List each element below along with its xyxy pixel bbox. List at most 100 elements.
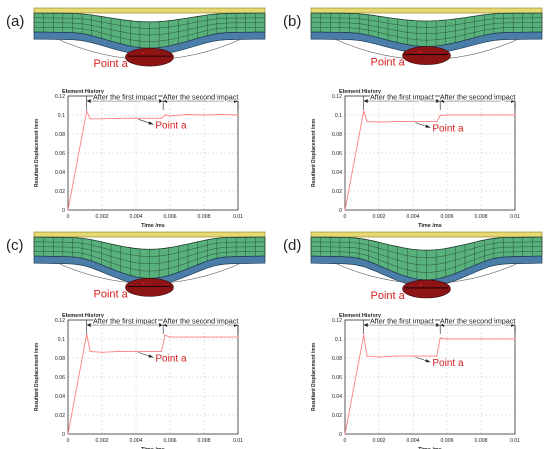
y-tick-label: 0.04 [55, 394, 65, 400]
displacement-curve [344, 335, 515, 435]
x-tick-label: 0.002 [373, 214, 386, 220]
data-point [463, 114, 465, 116]
top-strip [310, 231, 543, 238]
data-point [395, 355, 397, 357]
x-tick-label: 0.01 [233, 438, 243, 444]
point-a-marker [142, 282, 145, 285]
chart-title: Element History [62, 313, 105, 319]
x-tick-label: 0.006 [164, 438, 177, 444]
data-point [220, 113, 222, 116]
data-point [480, 114, 482, 116]
data-point [160, 117, 163, 120]
y-tick-label: 0.1 [58, 337, 65, 343]
data-point [101, 118, 103, 120]
data-point [436, 355, 438, 357]
x-tick-label: 0.008 [475, 214, 488, 220]
y-tick-label: 0.1 [335, 113, 342, 119]
fe-mesh-illustration: Point a [33, 231, 266, 300]
data-point [378, 121, 380, 123]
phase-second-label: After the second impact [163, 93, 239, 102]
data-point [363, 334, 365, 336]
data-point [169, 336, 171, 338]
x-tick-label: 0 [67, 214, 70, 220]
y-tick-label: 0.12 [332, 94, 342, 100]
panel-b: (b) Point a 0 0.002 0.004 0.006 0.008 0.01 0 0.02… [283, 7, 543, 229]
data-point [237, 336, 239, 338]
second-impact-arrow-head [440, 323, 445, 327]
data-point [366, 120, 368, 123]
second-impact-arrow-head [440, 99, 445, 103]
curve-point-a-label: Point a [155, 120, 187, 131]
mesh-line [33, 246, 266, 265]
element-history-chart: 0 0.002 0.004 0.006 0.008 0.01 0 0.02 0.04 0.06 0.… [34, 89, 243, 229]
y-tick-label: 0 [62, 208, 65, 214]
y-axis-label: Resultant Displacement /mm [311, 342, 317, 411]
data-point [237, 114, 239, 116]
y-tick-label: 0.1 [335, 337, 342, 343]
y-tick-label: 0.06 [55, 375, 65, 381]
phase-second-label: After the second impact [440, 317, 516, 326]
y-tick-label: 0.02 [332, 189, 342, 195]
data-point [118, 117, 120, 120]
base-plate [33, 31, 266, 56]
impactor [125, 47, 174, 67]
plot-frame [67, 319, 239, 435]
x-axis-label: Time /ms [418, 447, 442, 449]
x-axis-label: Time /ms [418, 223, 442, 229]
data-point [363, 110, 365, 112]
curve-point-a-label: Point a [432, 358, 464, 369]
first-impact-arrow-head [363, 323, 368, 327]
base-plate [310, 31, 543, 54]
base-plate [310, 255, 543, 288]
mesh-line [34, 251, 265, 272]
x-tick-label: 0 [67, 438, 70, 444]
point-a-label: Point a [94, 288, 129, 300]
y-tick-label: 0.04 [55, 170, 65, 176]
y-axis-label: Resultant Displacement /mm [311, 118, 317, 187]
second-impact-arrow-head [234, 99, 238, 103]
panel-a: (a) Point a 0 0.002 0.004 0.006 0.008 0.01 0 0.02… [6, 7, 266, 229]
data-point [89, 118, 91, 120]
x-tick-label: 0.006 [441, 438, 454, 444]
data-point [412, 355, 414, 357]
data-point [203, 336, 205, 338]
plot-frame [67, 95, 239, 211]
data-point [164, 334, 166, 336]
y-tick-label: 0.08 [332, 132, 342, 138]
chart-title: Element History [339, 89, 382, 95]
y-tick-label: 0.12 [55, 318, 65, 324]
point-a-label: Point a [371, 290, 406, 302]
fe-mesh-illustration: Point a [310, 7, 543, 69]
y-tick-label: 0 [62, 432, 65, 438]
data-point [514, 338, 516, 340]
displacement-curve [344, 111, 515, 211]
data-point [344, 209, 346, 211]
base-plate [33, 255, 266, 286]
phase-second-label: After the second impact [163, 317, 239, 326]
panel-label: (d) [283, 237, 301, 254]
impactor [125, 278, 174, 297]
x-tick-label: 0.002 [96, 438, 109, 444]
data-point [439, 337, 441, 339]
second-impact-arrow-head [163, 99, 168, 103]
y-tick-label: 0.02 [55, 189, 65, 195]
x-tick-label: 0.008 [198, 214, 211, 220]
y-axis-label: Resultant Displacement /mm [34, 118, 40, 187]
phase-second-label: After the second impact [440, 93, 516, 102]
point-a-pointer-head [148, 354, 154, 358]
y-axis-label: Resultant Displacement /mm [34, 342, 40, 411]
top-strip [310, 7, 543, 14]
y-tick-label: 0.04 [332, 394, 342, 400]
displacement-curve [67, 109, 239, 211]
mesh-line [311, 251, 542, 273]
second-impact-arrow-head [163, 323, 168, 327]
first-impact-arrow-head [159, 99, 164, 103]
data-point [86, 110, 88, 112]
data-point [203, 114, 205, 116]
mesh-line [34, 22, 265, 36]
x-tick-label: 0.004 [407, 214, 420, 220]
data-point [497, 114, 499, 116]
element-history-chart: 0 0.002 0.004 0.006 0.008 0.01 0 0.02 0.04 0.06 0.… [34, 313, 243, 449]
phase-first-label: After the first impact [93, 317, 157, 326]
